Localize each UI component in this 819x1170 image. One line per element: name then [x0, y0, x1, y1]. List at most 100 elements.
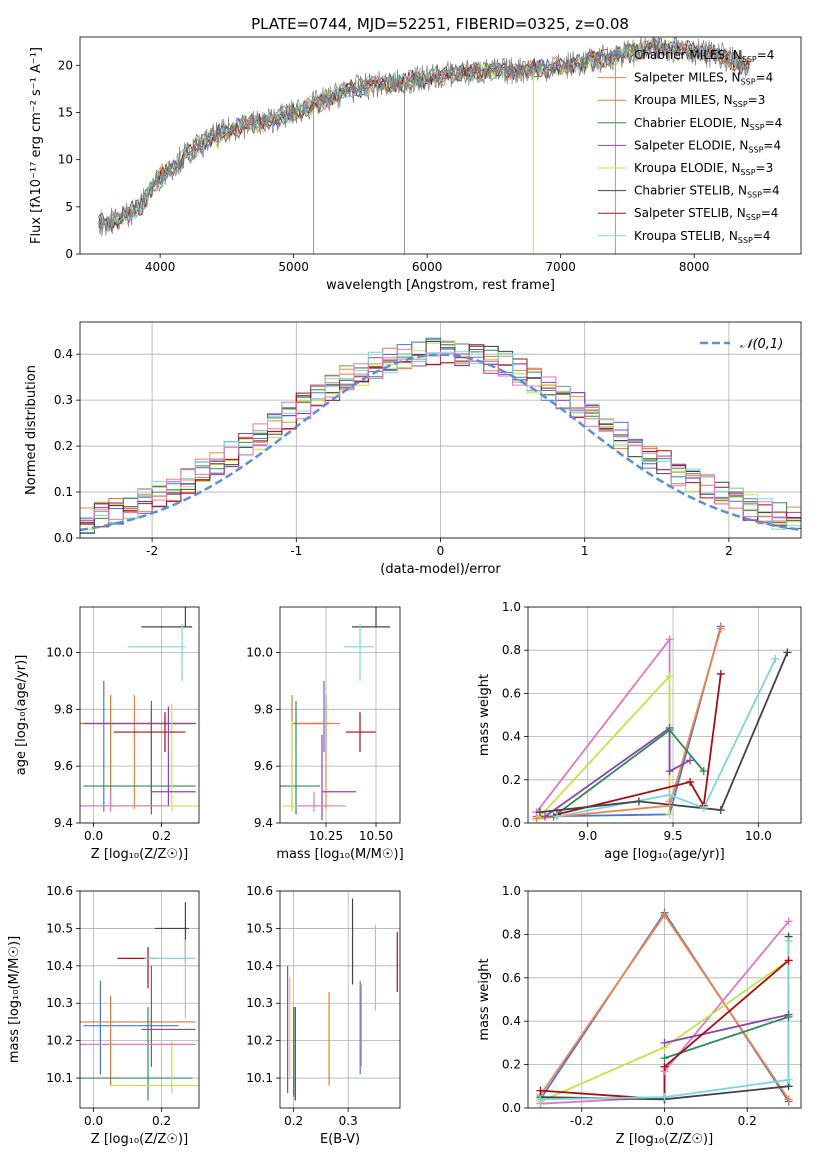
y-tick-label: 1.0	[502, 600, 521, 614]
x-tick-label: 1	[581, 544, 589, 558]
spectrum-panel: 4000 5000 6000 7000 8000 0 5 10 15 20 wavelength […	[29, 36, 802, 293]
x-axis-label: Z [log₁₀(Z/Z☉)]	[91, 847, 188, 862]
y-tick-label: 10.1	[246, 1071, 273, 1085]
weight-line	[556, 673, 722, 816]
plus-marker	[716, 806, 725, 815]
legend-subscript: SSP	[741, 78, 756, 87]
y-tick-label: 0.0	[502, 816, 521, 830]
x-tick-label: 5000	[278, 260, 309, 274]
y-tick-label: 0.1	[54, 485, 73, 499]
x-tick-label: 6000	[412, 260, 443, 274]
plot-area	[98, 37, 751, 254]
x-axis-label: age [log₁₀(age/yr)]	[604, 847, 725, 862]
x-axis-label: Z [log₁₀(Z/Z☉)]	[91, 1132, 188, 1147]
plot-area	[287, 898, 398, 1101]
age-vs-mass-panel: 10.25 10.50 9.4 9.6 9.8 10.0 mass [log₁₀(M/M☉)…	[246, 606, 404, 862]
x-axis-label: (data-model)/error	[380, 562, 501, 577]
legend-subscript: SSP	[733, 100, 748, 109]
y-tick-label: 0.8	[502, 643, 521, 657]
y-axis-label: Flux [fλ10⁻¹⁷ erg cm⁻² s⁻¹ A⁻¹]	[29, 47, 44, 244]
legend-entry: Kroupa ELODIE, NSSP=3	[634, 161, 773, 177]
plot-area	[80, 337, 801, 534]
y-tick-label: 0.0	[54, 531, 73, 545]
legend-entry: Chabrier ELODIE, NSSP=4	[634, 116, 782, 132]
legend-text: Salpeter MILES, N	[634, 71, 741, 85]
weight-vs-age-panel: 9.0 9.5 10.0 0.0 0.2 0.4 0.6 0.8 1.0 age [log₁₀(a…	[477, 600, 802, 862]
axes-frame	[527, 890, 802, 1109]
x-tick-label: 9.0	[578, 829, 597, 843]
x-tick-label: 0.3	[339, 1114, 358, 1128]
y-tick-label: 9.8	[254, 702, 273, 716]
plus-marker	[660, 1038, 669, 1047]
y-tick-label: 0.3	[54, 393, 73, 407]
legend-entry: Kroupa MILES, NSSP=3	[634, 93, 765, 109]
y-tick-label: 10	[58, 153, 73, 167]
y-tick-label: 10.4	[46, 959, 73, 973]
plus-marker	[536, 1095, 545, 1104]
weight-line	[664, 1016, 789, 1059]
legend-subscript: SSP	[750, 123, 765, 132]
x-tick-label: 0.0	[655, 1114, 674, 1128]
legend-subscript: SSP	[741, 168, 756, 177]
weight-vs-metallicity-panel: -0.2 0.0 0.2 0.0 0.2 0.4 0.6 0.8 1.0 Z [log₁₀(Z/Z…	[477, 884, 802, 1147]
legend-text: =4	[761, 206, 779, 220]
y-tick-label: 9.8	[54, 702, 73, 716]
y-tick-label: 10.0	[246, 645, 273, 659]
y-tick-label: 0.2	[502, 773, 521, 787]
y-tick-label: 10.3	[246, 996, 273, 1010]
plus-marker	[553, 812, 562, 821]
plot-area	[280, 607, 390, 821]
weight-line	[540, 959, 790, 1101]
axes-frame	[79, 36, 802, 255]
y-tick-label: 10.2	[246, 1034, 273, 1048]
legend-text: =3	[756, 161, 774, 175]
model-spectrum-kroupa-elodie	[98, 38, 750, 229]
plus-marker	[686, 756, 695, 765]
y-axis-label: mass [log₁₀(M/M☉)]	[7, 936, 22, 1063]
plus-marker	[783, 648, 792, 657]
legend-subscript: SSP	[742, 55, 757, 64]
y-tick-label: 10.5	[246, 921, 273, 935]
plus-marker	[634, 797, 643, 806]
figure-title: PLATE=0744, MJD=52251, FIBERID=0325, z=0…	[251, 15, 629, 33]
y-tick-label: 0.6	[502, 971, 521, 985]
weight-line	[535, 636, 671, 813]
legend-text: Chabrier MILES, N	[634, 48, 742, 62]
x-tick-label: 0.2	[152, 829, 171, 843]
x-tick-label: 4000	[145, 260, 176, 274]
plus-marker	[660, 1062, 669, 1071]
legend-entry: Salpeter MILES, NSSP=4	[634, 71, 773, 87]
plus-marker	[686, 777, 695, 786]
plot-area	[535, 626, 789, 820]
y-axis-label: age [log₁₀(age/yr)]	[14, 655, 29, 776]
x-tick-label: 10.25	[309, 829, 343, 843]
x-tick-label: -2	[146, 544, 158, 558]
y-tick-label: 1.0	[502, 884, 521, 898]
axes-frame	[527, 606, 802, 824]
legend-subscript: SSP	[746, 213, 761, 222]
histogram-salpeter-stelib	[80, 344, 801, 528]
x-tick-label: 0.0	[84, 1114, 103, 1128]
x-axis-label: E(B-V)	[320, 1132, 360, 1147]
plot-area	[80, 902, 199, 1101]
y-axis-label: Normed distribution	[24, 365, 39, 495]
weight-line	[556, 658, 777, 818]
y-tick-label: 10.4	[246, 959, 273, 973]
y-tick-label: 0.6	[502, 686, 521, 700]
x-axis-label: Z [log₁₀(Z/Z☉)]	[616, 1132, 713, 1147]
y-tick-label: 15	[58, 105, 73, 119]
plus-marker	[699, 803, 708, 812]
gaussian-curve	[80, 353, 801, 532]
y-tick-label: 0.8	[502, 927, 521, 941]
x-tick-label: 0	[437, 544, 445, 558]
x-tick-label: -1	[290, 544, 302, 558]
plus-marker	[716, 669, 725, 678]
legend-text: Salpeter STELIB, N	[634, 206, 746, 220]
y-tick-label: 20	[58, 58, 73, 72]
plus-marker	[665, 672, 674, 681]
histogram-pink	[80, 348, 801, 520]
plus-marker	[784, 1095, 793, 1104]
plus-marker	[665, 767, 674, 776]
plot-area	[80, 607, 199, 815]
legend-subscript: SSP	[748, 145, 763, 154]
